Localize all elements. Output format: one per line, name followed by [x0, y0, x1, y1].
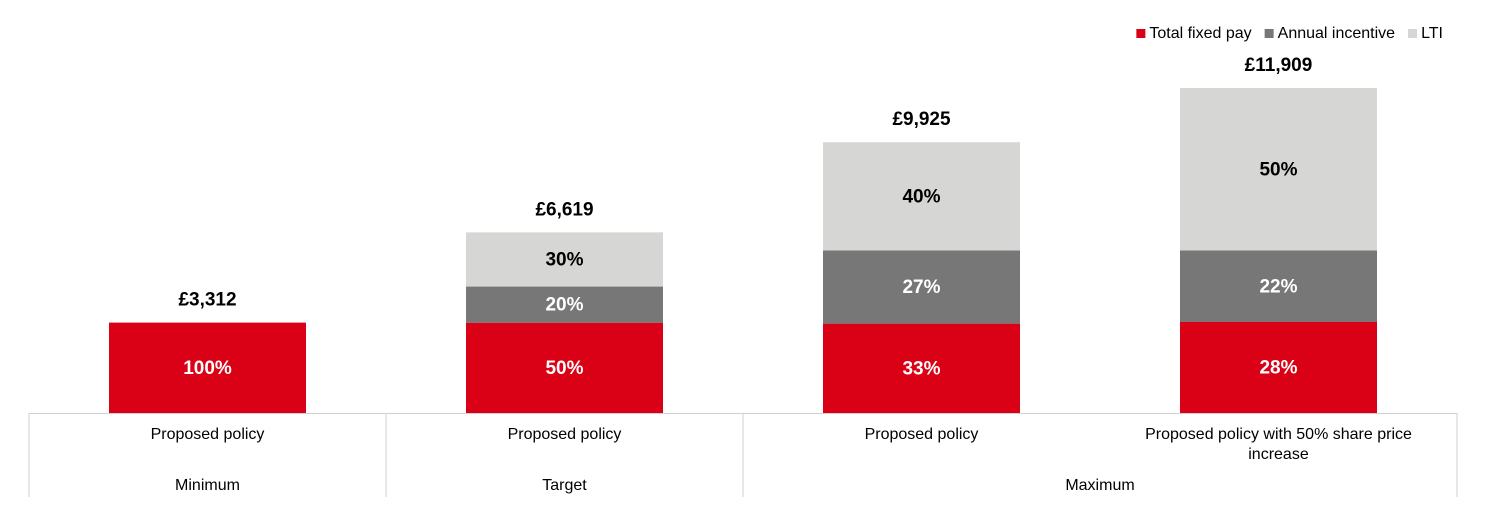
x-tick-label: Proposed policy with 50% share price incr… [1145, 426, 1412, 463]
legend-swatch [1264, 29, 1274, 38]
legend-label: Total fixed pay [1149, 25, 1251, 42]
bar-segment [109, 322, 306, 413]
total-label: £9,925 [892, 109, 951, 130]
legend-swatch [1408, 29, 1418, 38]
segment-label: 40% [902, 186, 940, 207]
bar-segment [466, 286, 663, 323]
total-label: £11,909 [1245, 55, 1313, 76]
x-tick-label: Proposed policy [508, 426, 622, 443]
group-label: Maximum [1065, 477, 1134, 494]
x-tick-label: Proposed policy [865, 426, 979, 443]
segment-label: 22% [1259, 276, 1297, 297]
total-label: £6,619 [535, 199, 593, 220]
segment-label: 100% [183, 358, 232, 379]
bar-segment [1180, 250, 1377, 322]
segment-label: 27% [902, 277, 940, 298]
bar-segment [823, 142, 1020, 251]
segment-label: 33% [902, 358, 940, 379]
bar-segment [1180, 322, 1377, 413]
bar-segment [1180, 88, 1377, 251]
legend-label: LTI [1421, 25, 1443, 42]
bar-segment [466, 232, 663, 287]
total-label: £3,312 [178, 290, 236, 311]
segment-label: 50% [1259, 159, 1297, 180]
bar-segment [823, 323, 1020, 413]
legend-label: Annual incentive [1278, 25, 1396, 42]
bar-segment [466, 322, 663, 413]
group-label: Target [542, 477, 587, 494]
segment-label: 50% [545, 358, 583, 379]
segment-label: 30% [545, 249, 583, 270]
legend-swatch [1136, 29, 1146, 38]
segment-label: 20% [545, 295, 583, 316]
group-label: Minimum [175, 477, 240, 494]
x-tick-label: Proposed policy [151, 426, 265, 443]
segment-label: 28% [1259, 358, 1297, 379]
bar-segment [823, 250, 1020, 324]
